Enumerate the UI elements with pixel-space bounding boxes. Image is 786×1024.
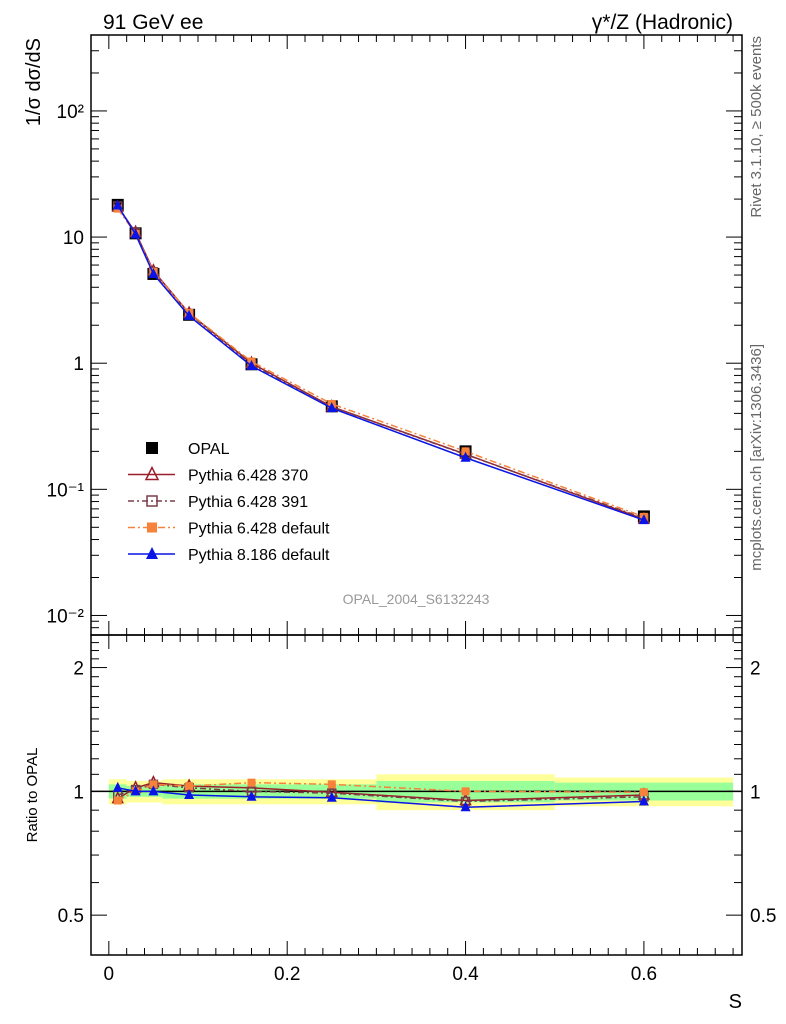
main-y-axis-label: 1/σ dσ/dS	[23, 38, 45, 126]
ratio-y-tick-label: 2	[73, 659, 84, 680]
axes-and-ticks: 0 0.2 0.4 0.6 10⁻² 10⁻¹ 1 10 10² 0.5 0.5 1 1 2 2	[47, 34, 776, 985]
ratio-y-tick-label-right: 2	[750, 659, 761, 680]
data-point-main	[460, 451, 471, 462]
legend-marker	[144, 465, 160, 481]
data-point-main	[130, 228, 141, 239]
data-point-ratio	[639, 788, 648, 797]
header-left: 91 GeV ee	[103, 11, 203, 34]
data-point-ratio	[247, 778, 256, 787]
header-right: γ*/Z (Hadronic)	[592, 11, 733, 34]
data-point-ratio	[148, 785, 159, 796]
main-frame	[90, 34, 743, 636]
data-point-ratio	[460, 801, 471, 812]
legend-label: Pythia 8.186 default	[188, 547, 330, 564]
legend-marker	[146, 495, 158, 507]
series-line-ratio	[117, 781, 644, 802]
x-tick-label: 0.4	[452, 964, 479, 985]
ratio-y-tick-label: 1	[73, 782, 84, 803]
legend-label: Pythia 6.428 370	[188, 468, 308, 485]
data-point-main	[148, 267, 159, 278]
series-line-main	[117, 205, 645, 521]
ratio-y-tick-label-right: 1	[750, 782, 761, 803]
legend-label: Pythia 6.428 default	[188, 521, 330, 538]
y-tick-label: 10⁻¹	[47, 480, 85, 501]
legend-marker	[147, 522, 157, 533]
data-point-ratio	[149, 780, 158, 789]
data-point-ratio	[327, 780, 336, 789]
data-point-main	[461, 447, 470, 456]
data-point-ratio	[461, 787, 470, 796]
ratio-y-axis-label: Ratio to OPAL	[24, 748, 41, 843]
data-point-main	[184, 309, 195, 320]
data-point-ratio	[184, 788, 195, 799]
ratio-frame	[90, 634, 743, 956]
side-text-mcplots: mcplots.cern.ch [arXiv:1306.3436]	[748, 344, 765, 571]
data-series	[111, 198, 651, 812]
y-tick-label: 1	[73, 354, 84, 375]
x-tick-label: 0.6	[631, 964, 657, 985]
data-point-ratio	[638, 795, 649, 806]
data-point-ratio	[113, 796, 122, 805]
side-text-rivet: Rivet 3.1.10, ≥ 500k events	[748, 36, 765, 218]
data-point-ratio	[112, 781, 123, 792]
legend-marker	[146, 547, 158, 559]
ratio-y-tick-label-right: 0.5	[750, 906, 776, 927]
data-point-main	[112, 199, 123, 210]
data-point-ratio	[326, 791, 337, 802]
data-point-main	[246, 360, 257, 371]
data-point-ratio	[246, 790, 257, 801]
x-tick-label: 0	[104, 964, 115, 985]
series-line-main	[117, 205, 645, 519]
data-point-main	[326, 402, 337, 413]
y-tick-label: 10⁻²	[47, 606, 85, 627]
legend-label: Pythia 6.428 391	[188, 494, 308, 511]
y-tick-label: 10²	[57, 102, 84, 123]
data-point-ratio	[130, 785, 141, 796]
data-point-main	[638, 514, 649, 525]
watermark: OPAL_2004_S6132243	[343, 591, 490, 607]
legend-marker	[146, 442, 158, 454]
ratio-y-tick-label: 0.5	[58, 906, 84, 927]
series-line-main	[117, 208, 645, 518]
y-tick-label: 10	[63, 228, 84, 249]
x-axis-label: S	[729, 991, 742, 1013]
x-tick-label: 0.2	[274, 964, 300, 985]
series-line-ratio	[117, 783, 644, 803]
data-point-ratio	[185, 782, 194, 791]
legend: OPAL Pythia 6.428 370 Pythia 6.428 391 Pyth…	[128, 441, 330, 564]
legend-label: OPAL	[188, 441, 230, 458]
